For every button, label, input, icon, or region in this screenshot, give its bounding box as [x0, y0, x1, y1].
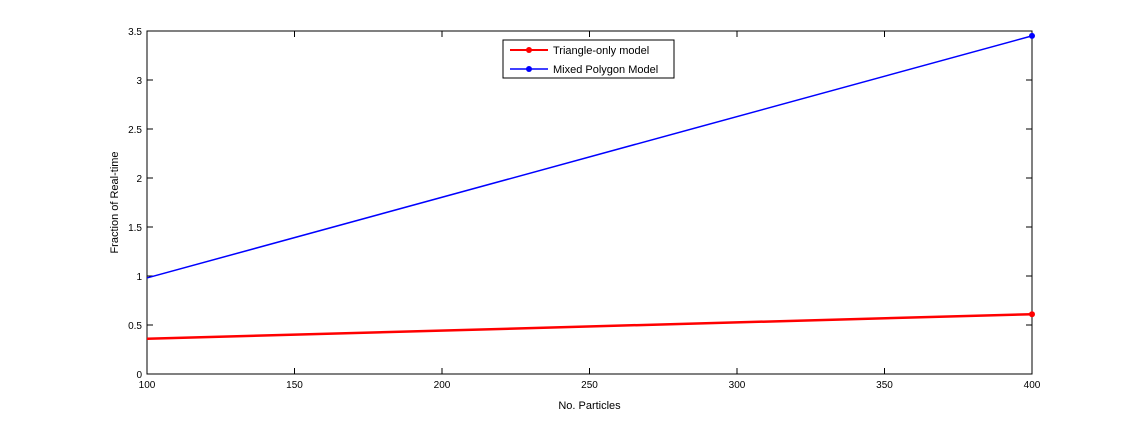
y-axis: 0 0.5 1 1.5 2 2.5 3 3.5	[128, 27, 1032, 381]
x-axis: 100 150 200 250 300 350 400	[139, 31, 1041, 391]
y-tick-label: 1.5	[128, 223, 142, 234]
legend-label-mixed-polygon: Mixed Polygon Model	[553, 64, 658, 76]
legend: Triangle-only model Mixed Polygon Model	[502, 39, 675, 79]
series-line-triangle-only	[146, 312, 1033, 340]
y-tick-label: 2	[136, 174, 142, 185]
series-layer	[146, 32, 1035, 340]
y-tick-label: 0.5	[128, 321, 142, 332]
y-tick-label: 1	[136, 272, 142, 283]
legend-label-triangle-only: Triangle-only model	[553, 45, 649, 57]
x-tick-label: 150	[286, 380, 303, 391]
x-tick-label: 350	[876, 380, 893, 391]
y-tick-label: 3.5	[128, 27, 142, 38]
x-tick-label: 300	[729, 380, 746, 391]
data-point	[1029, 32, 1035, 39]
y-axis-title: Fraction of Real-time	[109, 151, 121, 253]
x-tick-label: 200	[434, 380, 451, 391]
y-tick-label: 3	[136, 76, 142, 87]
x-axis-title: No. Particles	[558, 400, 621, 412]
x-tick-label: 400	[1024, 380, 1041, 391]
y-tick-label: 2.5	[128, 125, 142, 136]
data-point	[1029, 311, 1035, 318]
legend-box	[502, 39, 675, 79]
y-tick-label: 0	[136, 370, 142, 381]
series-line-mixed-polygon	[146, 35, 1033, 279]
legend-marker-mixed-polygon	[526, 66, 532, 72]
legend-marker-triangle-only	[526, 47, 532, 53]
plot-area	[146, 30, 1033, 375]
x-tick-label: 250	[581, 380, 598, 391]
x-tick-label: 100	[139, 380, 156, 391]
